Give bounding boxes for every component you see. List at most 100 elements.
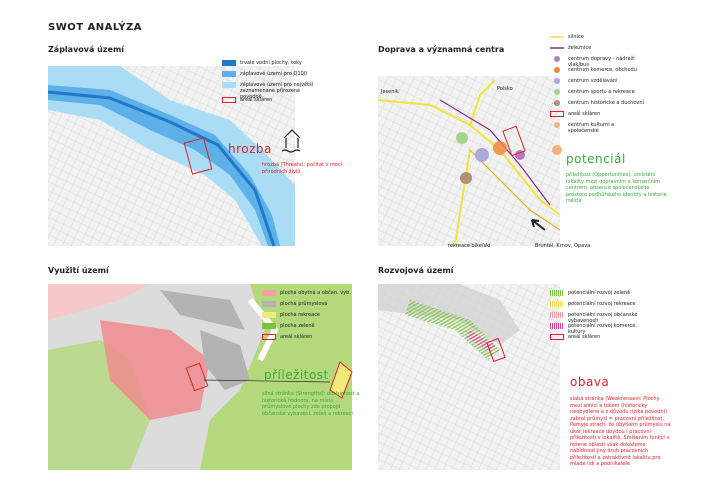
legend-label: silnice	[568, 34, 584, 40]
legend-item: plocha zeleně	[262, 323, 357, 329]
legend-symbol	[262, 323, 276, 329]
legend-item: potenciální rozvoj zeleně	[550, 290, 645, 296]
map-label: Bruntál, Krnov, Opava	[535, 243, 591, 249]
legend-label: trvalé vodní plochy, toky	[240, 60, 302, 66]
annotation-keyword: obava	[570, 375, 610, 389]
annotation-text: příležitost (Opportunities): umístění lo…	[566, 172, 667, 204]
legend-item: areál skláren	[550, 111, 645, 117]
panel-heading: Rozvojová území	[378, 266, 454, 275]
legend-swatch	[554, 122, 560, 128]
legend-symbol	[222, 82, 236, 88]
legend-symbol	[262, 290, 276, 296]
legend-item: potenciální rozvoj komerce, kultury	[550, 323, 645, 335]
legend-swatch	[550, 301, 563, 307]
legend-item: potenciální rozvoj občanské vybavenosti	[550, 312, 645, 324]
legend-item: centrum sportu a rekreace	[550, 89, 645, 95]
legend-symbol	[222, 60, 236, 66]
map-label: Polsko	[497, 86, 513, 92]
legend-item: záplavové území pro Q100	[222, 71, 317, 77]
legend-swatch	[550, 36, 564, 38]
legend-swatch	[550, 47, 564, 49]
legend-item: potenciální rozvoj rekreace	[550, 301, 645, 307]
legend-symbol	[550, 301, 563, 307]
legend-label: záplavové území pro Q100	[240, 71, 307, 77]
legend-label: plocha rekreace	[280, 312, 321, 318]
legend-label: plocha zeleně	[280, 323, 315, 329]
legend-symbol	[222, 71, 236, 77]
legend-swatch	[222, 60, 236, 66]
legend-swatch	[550, 323, 563, 329]
annotation-text: hrozba (Threats): počítat s mocí přírodn…	[262, 162, 342, 175]
annotation-keyword: potenciál	[566, 152, 626, 166]
legend-label: centrum komerce, obchodu	[568, 67, 637, 73]
legend-label: potenciální rozvoj komerce, kultury	[568, 323, 637, 335]
legend-item: plocha obytná a občan. vyb.	[262, 290, 357, 296]
legend-label: centrum sportu a rekreace	[568, 89, 635, 95]
legend-symbol	[554, 100, 560, 106]
flood-map	[47, 66, 301, 247]
legend-symbol	[550, 334, 564, 340]
legend-swatch	[554, 56, 560, 62]
legend-symbol	[554, 122, 560, 128]
legend-swatch	[550, 290, 563, 296]
legend-symbol	[262, 334, 276, 340]
legend-swatch	[554, 67, 560, 73]
legend-label: centrum kulturní a společenské	[568, 122, 615, 134]
legend-symbol	[550, 290, 563, 296]
legend-label: potenciální rozvoj rekreace	[568, 301, 636, 307]
legend-swatch	[554, 100, 560, 106]
panel-heading: Záplavová území	[48, 45, 125, 54]
annotation-keyword: hrozba	[228, 142, 272, 156]
legend-item: záplavové území pro největší zaznamenané…	[222, 82, 317, 100]
legend-swatch	[550, 334, 564, 340]
map-label: Jeseník	[381, 89, 399, 95]
legend-item: železnice	[550, 45, 645, 51]
legend-item: plocha průmyslová	[262, 301, 357, 307]
legend-symbol	[554, 78, 560, 84]
legend-label: centrum vzdělávání	[568, 78, 618, 84]
legend-item: centrum historické a duchovní	[550, 100, 645, 106]
panel-heading: Doprava a významná centra	[378, 45, 505, 54]
legend-label: centrum dopravy - nádraží vlak/bus	[568, 56, 635, 68]
legend-swatch	[262, 334, 276, 340]
panel-heading: Využití území	[48, 266, 109, 275]
legend-swatch	[222, 97, 236, 103]
legend-swatch	[554, 89, 560, 95]
legend-label: areál skláren	[240, 97, 273, 103]
legend-swatch	[262, 301, 276, 307]
legend-symbol	[554, 67, 560, 73]
legend-label: železnice	[568, 45, 592, 51]
development-map	[378, 284, 560, 470]
legend-swatch	[262, 312, 276, 318]
legend-label: plocha obytná a občan. vyb.	[280, 290, 351, 296]
legend-item: silnice	[550, 34, 645, 40]
legend-label: potenciální rozvoj občanské vybavenosti	[568, 312, 638, 324]
transport-map	[377, 76, 562, 247]
legend-label: areál skláren	[568, 111, 601, 117]
legend-label: areál skláren	[568, 334, 601, 340]
annotation-keyword: příležitost	[264, 368, 329, 382]
legend-label: záplavové území pro největší zaznamenané…	[240, 82, 314, 100]
legend-swatch	[222, 82, 236, 88]
legend-label: areál skláren	[280, 334, 313, 340]
legend-label: centrum historické a duchovní	[568, 100, 644, 106]
map-label: rekreace bike/ski	[448, 243, 491, 249]
legend-label: plocha průmyslová	[280, 301, 328, 307]
legend-symbol	[554, 89, 560, 95]
legend-item: plocha rekreace	[262, 312, 357, 318]
legend-item: centrum kulturní a společenské	[550, 122, 645, 134]
annotation-text: slabá stránka (Weaknesses): Plochy mezi …	[570, 396, 671, 467]
legend-item: trvalé vodní plochy, toky	[222, 60, 317, 66]
legend-swatch	[554, 78, 560, 84]
legend-swatch	[262, 290, 276, 296]
page-title: SWOT ANALÝZA	[48, 22, 142, 33]
legend-swatch	[222, 71, 236, 77]
legend-symbol	[550, 111, 564, 117]
legend-swatch	[550, 111, 564, 117]
legend-swatch	[550, 312, 563, 318]
legend-item: centrum dopravy - nádraží vlak/bus	[550, 56, 645, 68]
legend-item: areál skláren	[550, 334, 645, 340]
legend-item: areál skláren	[222, 97, 317, 103]
